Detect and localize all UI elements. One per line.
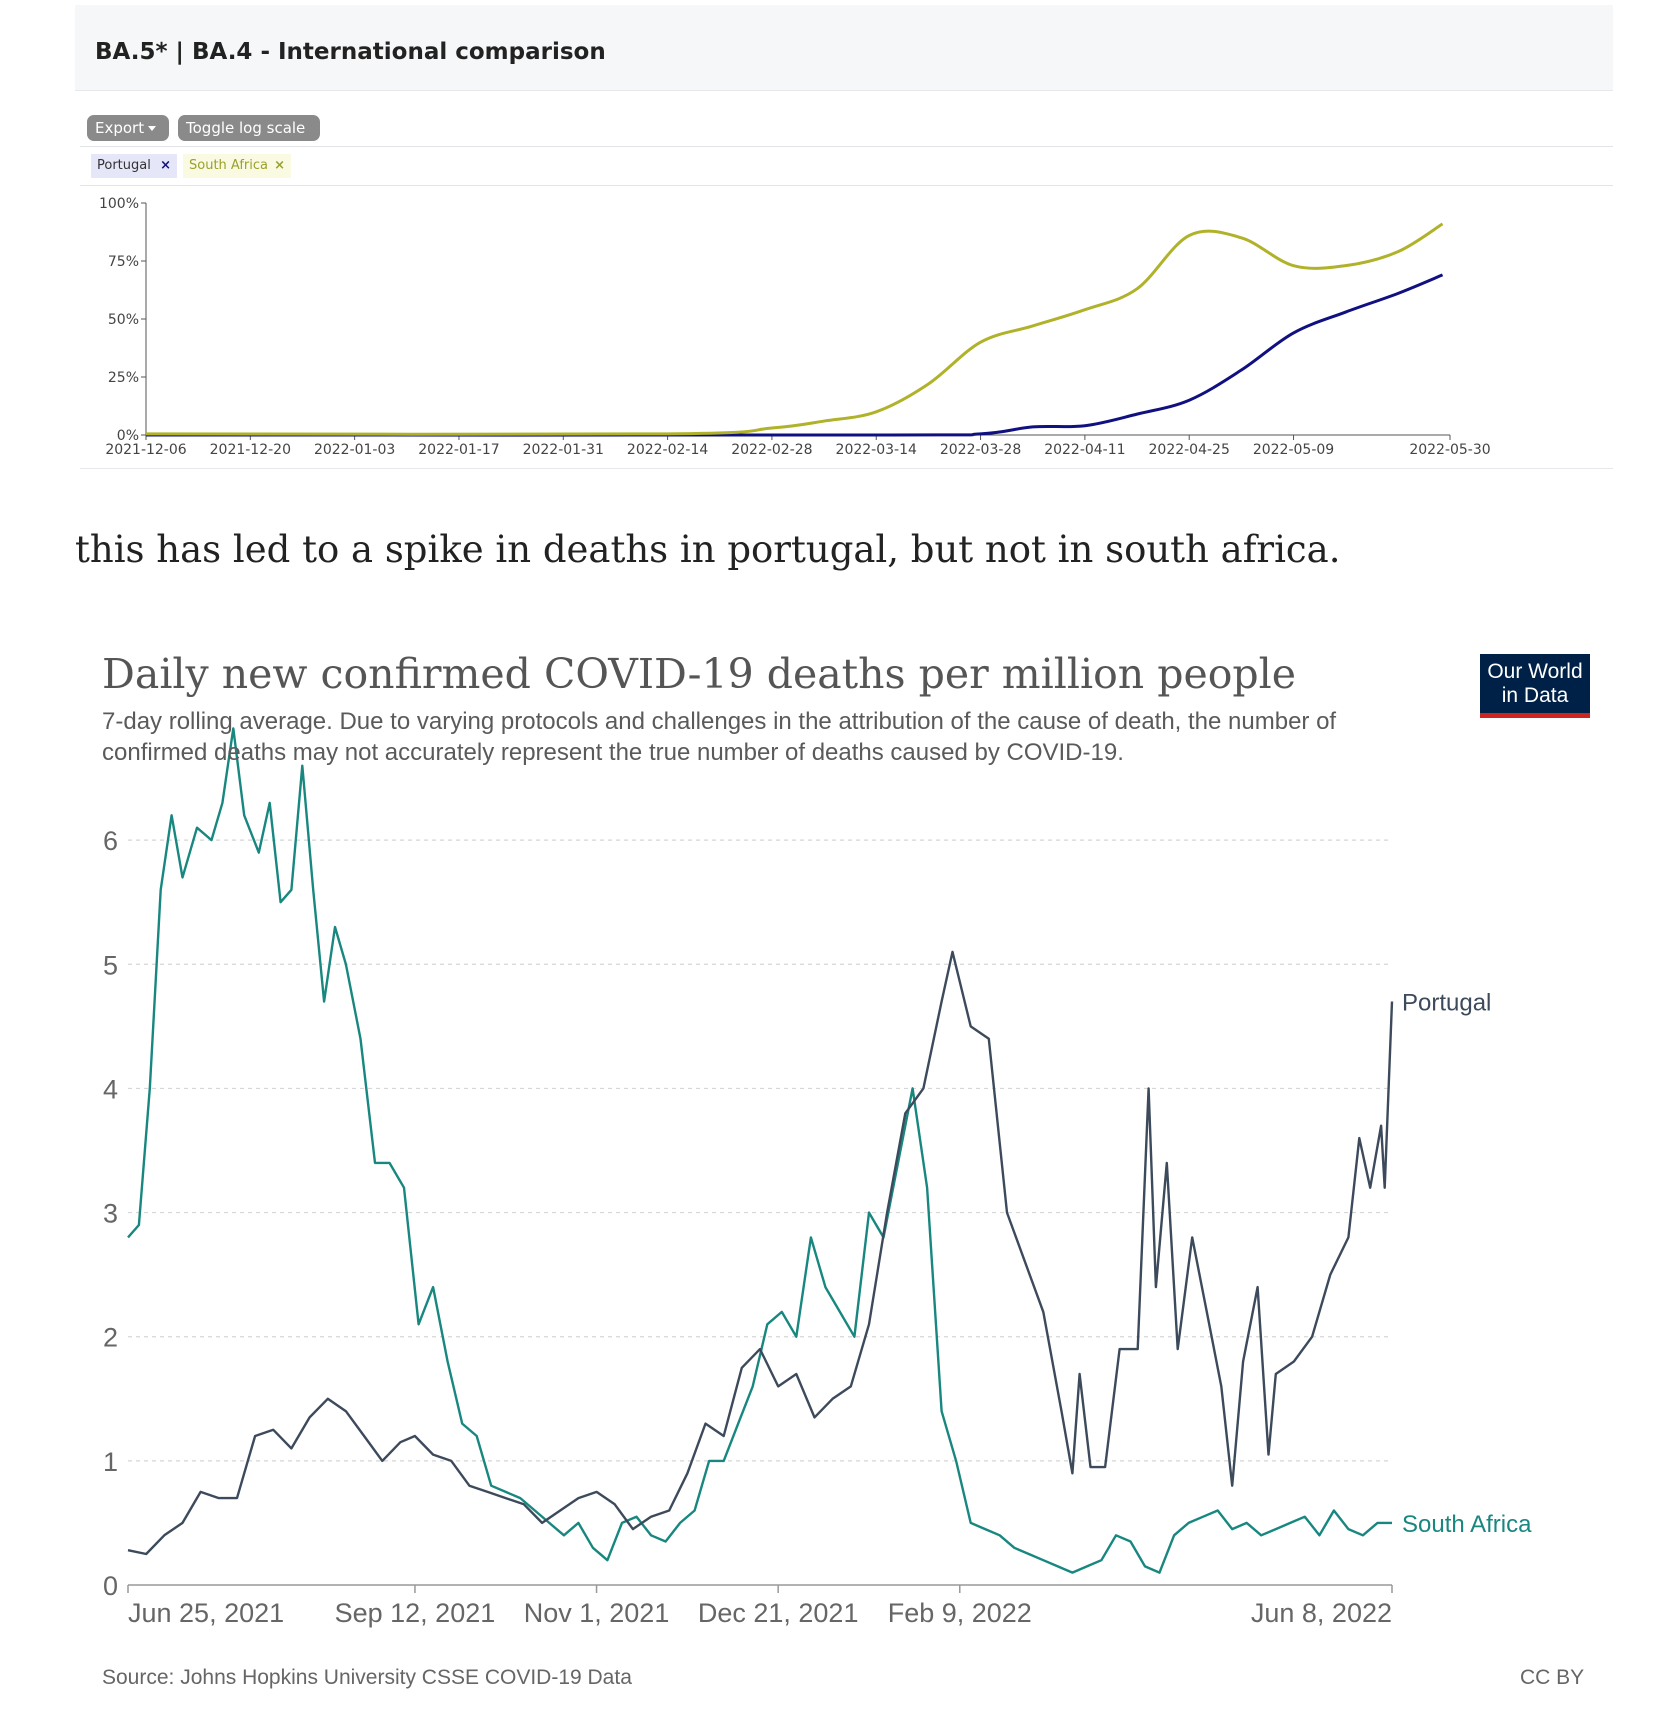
chart-title: Daily new confirmed COVID-19 deaths per … <box>102 650 1297 698</box>
deaths-chart-plot: 0 1 2 3 4 5 6 Jun 25, 2021 Sep 12, 2021 Nov 1, 20… <box>103 727 1532 1628</box>
x-tick-label: Feb 9, 2022 <box>888 1598 1032 1628</box>
variant-share-chart: 0% 25% 50% 75% 100% 2021-12-06 2021-12-20 2022-… <box>99 196 1491 458</box>
y-tick-label: 75% <box>108 254 139 270</box>
logo-line: in Data <box>1501 684 1569 707</box>
x-tick-label: 2022-03-14 <box>836 442 917 458</box>
y-tick-label: 5 <box>103 950 118 980</box>
card-divider <box>80 468 1613 469</box>
international-comparison-card: BA.5* | BA.4 - International comparison … <box>75 5 1613 470</box>
owid-logo[interactable]: Our World in Data <box>1480 654 1590 718</box>
country-tag-label: South Africa <box>189 158 268 173</box>
country-tag-portugal: Portugal × <box>91 154 177 178</box>
y-tick-label: 4 <box>103 1074 118 1104</box>
logo-line: Our World <box>1487 660 1583 683</box>
license-link[interactable]: CC BY <box>1520 1666 1585 1689</box>
series-label-portugal: Portugal <box>1402 990 1491 1017</box>
x-tick-label: 2022-05-09 <box>1253 442 1334 458</box>
y-tick-label: 0 <box>103 1571 118 1601</box>
y-tick-label: 0% <box>117 428 139 444</box>
chart-subtitle: 7-day rolling average. Due to varying pr… <box>102 708 1337 766</box>
y-tick-label: 25% <box>108 370 139 386</box>
series-line-south-africa <box>145 222 1444 436</box>
x-tick-label: 2022-02-14 <box>627 442 708 458</box>
y-tick-label: 3 <box>103 1199 118 1229</box>
x-tick-label: Jun 8, 2022 <box>1251 1598 1392 1628</box>
caption-text: this has led to a spike in deaths in por… <box>75 528 1341 571</box>
x-tick-label: Sep 12, 2021 <box>335 1598 496 1628</box>
x-tick-label: 2022-01-17 <box>418 442 499 458</box>
country-tag-label: Portugal <box>97 158 151 173</box>
source-note: Source: Johns Hopkins University CSSE CO… <box>102 1666 632 1689</box>
y-tick-label: 2 <box>103 1323 118 1353</box>
export-button[interactable]: Export <box>87 115 169 141</box>
series-label-south-africa: South Africa <box>1402 1511 1532 1538</box>
x-tick-label: Dec 21, 2021 <box>698 1598 859 1628</box>
x-tick-label: 2022-04-25 <box>1149 442 1230 458</box>
country-tag-south-africa: South Africa × <box>183 154 291 178</box>
x-tick-label: 2021-12-20 <box>210 442 291 458</box>
x-tick-label: 2022-04-11 <box>1044 442 1125 458</box>
card-header: BA.5* | BA.4 - International comparison <box>75 5 1613 91</box>
owid-deaths-chart: 0 1 2 3 4 5 6 Jun 25, 2021 Sep 12, 2021 Nov 1, 20… <box>0 620 1680 1714</box>
series-line-portugal <box>145 273 1444 437</box>
remove-tag-icon[interactable]: × <box>160 158 171 173</box>
x-tick-label: 2022-01-03 <box>314 442 395 458</box>
series-line-portugal <box>127 950 1394 1556</box>
card-title: BA.5* | BA.4 - International comparison <box>95 39 606 65</box>
y-tick-label: 50% <box>108 312 139 328</box>
y-tick-label: 100% <box>99 196 139 212</box>
x-tick-label: 2021-12-06 <box>105 442 186 458</box>
x-tick-label: 2022-05-30 <box>1409 442 1490 458</box>
x-tick-label: Nov 1, 2021 <box>524 1598 670 1628</box>
x-tick-label: 2022-01-31 <box>523 442 604 458</box>
export-label: Export <box>95 119 145 137</box>
x-tick-label: 2022-02-28 <box>731 442 812 458</box>
remove-tag-icon[interactable]: × <box>274 158 285 173</box>
series-line-south-africa <box>127 727 1392 1574</box>
y-tick-label: 1 <box>103 1447 118 1477</box>
country-tag-bar[interactable]: Portugal × South Africa × <box>80 146 1613 186</box>
y-tick-label: 6 <box>103 826 118 856</box>
x-tick-label: 2022-03-28 <box>940 442 1021 458</box>
x-tick-label: Jun 25, 2021 <box>128 1598 284 1628</box>
toggle-log-scale-button[interactable]: Toggle log scale <box>178 115 320 141</box>
chevron-down-icon <box>148 126 157 131</box>
